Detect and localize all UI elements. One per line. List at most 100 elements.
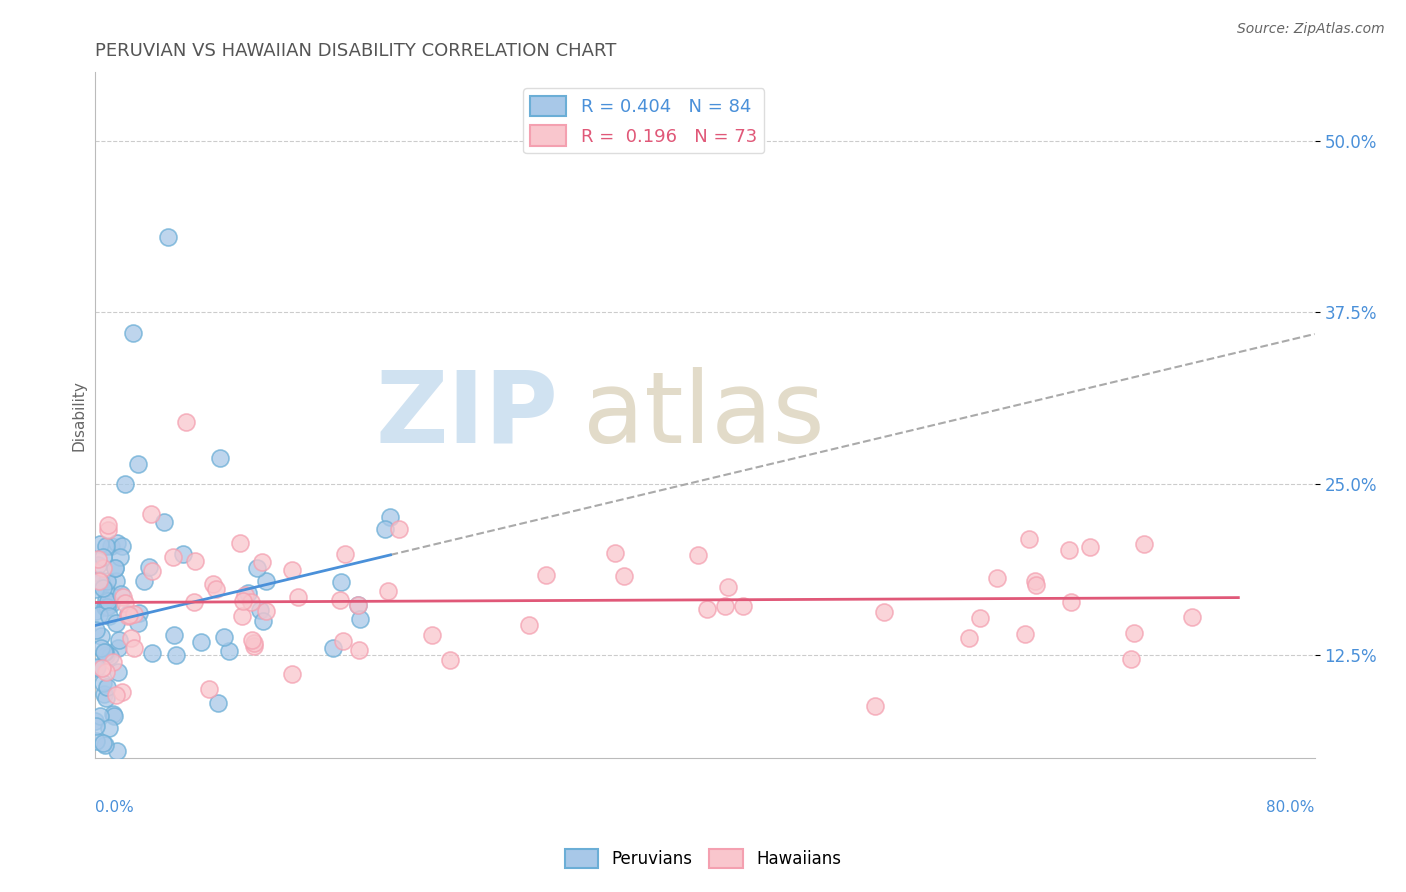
Point xyxy=(97,523,120,537)
Point xyxy=(104,574,127,588)
Text: 0.0%: 0.0% xyxy=(94,799,134,814)
Point xyxy=(249,603,271,617)
Point xyxy=(349,612,371,626)
Point xyxy=(250,555,273,569)
Point xyxy=(91,581,114,595)
Point xyxy=(97,609,120,624)
Point xyxy=(97,594,120,608)
Point xyxy=(84,714,107,728)
Point xyxy=(94,583,117,598)
Point xyxy=(93,645,115,659)
Point xyxy=(87,558,110,573)
Point xyxy=(110,587,132,601)
Point xyxy=(280,667,302,681)
Point xyxy=(388,523,411,537)
Point xyxy=(100,597,122,611)
Point xyxy=(986,571,1008,585)
Point xyxy=(281,563,304,577)
Point xyxy=(91,661,114,675)
Point xyxy=(245,561,267,575)
Point xyxy=(198,681,221,696)
Point xyxy=(1060,594,1083,608)
Point xyxy=(865,699,887,714)
Point xyxy=(613,568,636,582)
Point xyxy=(84,604,107,618)
Point xyxy=(202,577,225,591)
Point xyxy=(122,607,145,621)
Point xyxy=(105,689,128,703)
Point xyxy=(243,636,266,650)
Point xyxy=(127,457,149,471)
Point xyxy=(184,554,207,568)
Point xyxy=(94,739,117,753)
Text: PERUVIAN VS HAWAIIAN DISABILITY CORRELATION CHART: PERUVIAN VS HAWAIIAN DISABILITY CORRELAT… xyxy=(94,42,616,60)
Point xyxy=(90,630,112,644)
Point xyxy=(94,648,117,662)
Point xyxy=(110,685,132,699)
Point xyxy=(717,580,740,594)
Y-axis label: Disability: Disability xyxy=(72,380,86,450)
Text: atlas: atlas xyxy=(582,367,824,464)
Point xyxy=(101,706,124,721)
Point xyxy=(97,518,120,533)
Text: ZIP: ZIP xyxy=(375,367,558,464)
Point xyxy=(156,230,179,244)
Point xyxy=(94,593,117,607)
Point xyxy=(1121,652,1143,666)
Point xyxy=(252,614,274,628)
Point xyxy=(96,690,118,705)
Point xyxy=(347,598,370,612)
Point xyxy=(605,545,627,559)
Point xyxy=(90,575,112,590)
Point xyxy=(101,655,124,669)
Point xyxy=(207,697,229,711)
Point xyxy=(1018,533,1040,547)
Point xyxy=(89,709,111,723)
Point xyxy=(94,539,117,553)
Point xyxy=(240,595,263,609)
Point xyxy=(163,628,186,642)
Point xyxy=(139,507,162,521)
Point xyxy=(90,641,112,656)
Point xyxy=(287,590,309,604)
Point xyxy=(114,596,136,610)
Point xyxy=(91,736,114,750)
Point xyxy=(330,574,353,589)
Point xyxy=(96,599,118,614)
Point xyxy=(731,599,754,613)
Point xyxy=(117,607,139,621)
Point xyxy=(1078,540,1101,554)
Point xyxy=(114,477,136,491)
Point xyxy=(84,734,107,748)
Point xyxy=(232,594,254,608)
Point xyxy=(107,641,129,656)
Point xyxy=(1025,578,1047,592)
Point xyxy=(231,609,253,624)
Point xyxy=(534,568,557,582)
Point xyxy=(1123,626,1146,640)
Point xyxy=(127,616,149,631)
Point xyxy=(242,632,264,647)
Point xyxy=(328,592,350,607)
Point xyxy=(696,602,718,616)
Point xyxy=(214,630,236,644)
Point xyxy=(117,609,139,624)
Point xyxy=(254,574,277,588)
Point xyxy=(103,709,125,723)
Point xyxy=(333,547,356,561)
Point xyxy=(93,645,115,659)
Point xyxy=(96,680,118,694)
Point xyxy=(104,561,127,575)
Point xyxy=(120,631,142,645)
Point xyxy=(377,583,399,598)
Point xyxy=(96,574,118,588)
Point xyxy=(93,550,115,565)
Point xyxy=(91,776,114,790)
Point xyxy=(243,639,266,653)
Point xyxy=(87,607,110,622)
Point xyxy=(229,536,252,550)
Point xyxy=(1014,627,1036,641)
Text: 80.0%: 80.0% xyxy=(1267,799,1315,814)
Point xyxy=(89,537,111,551)
Point xyxy=(108,632,131,647)
